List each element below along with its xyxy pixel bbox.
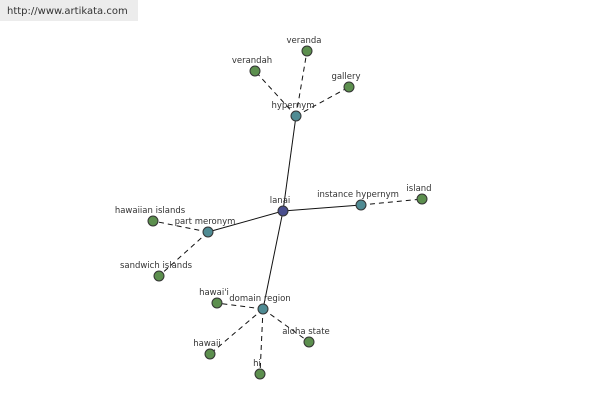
nodes: lanai hypernym instance hypernym part meron…: [115, 36, 432, 380]
dashed-edge: [152, 220, 209, 233]
node-label[interactable]: sandwich islands: [120, 261, 193, 271]
dashed-edge: [360, 198, 423, 206]
solid-edge: [282, 204, 362, 212]
solid-edge: [262, 210, 284, 310]
dashed-edge: [209, 308, 264, 355]
node-label[interactable]: hawaii: [193, 339, 220, 349]
node-label[interactable]: gallery: [331, 72, 360, 82]
dashed-edge: [259, 308, 264, 375]
node[interactable]: [290, 110, 302, 122]
dashed-edge: [158, 231, 209, 277]
node[interactable]: [257, 303, 269, 315]
solid-edge: [207, 210, 284, 233]
node[interactable]: [153, 270, 165, 282]
node[interactable]: [277, 205, 289, 217]
node-label[interactable]: part meronym: [175, 217, 236, 227]
node[interactable]: [416, 193, 428, 205]
dashed-edge: [254, 70, 297, 117]
node[interactable]: [249, 65, 261, 77]
solid-edge: [282, 115, 297, 212]
node-label[interactable]: island: [406, 184, 431, 194]
node-label[interactable]: hi: [253, 359, 261, 369]
dashed-edge: [216, 302, 264, 310]
node[interactable]: [343, 81, 355, 93]
url-box: [0, 0, 138, 21]
node-label[interactable]: hawaiian islands: [115, 206, 186, 216]
node-label[interactable]: lanai: [270, 196, 291, 206]
node[interactable]: [355, 199, 367, 211]
node[interactable]: [303, 336, 315, 348]
dashed-edge: [295, 50, 308, 117]
node[interactable]: [204, 348, 216, 360]
node-label[interactable]: aloha state: [282, 327, 330, 337]
node[interactable]: [254, 368, 266, 380]
site-url[interactable]: http://www.artikata.com: [7, 6, 128, 17]
node-label[interactable]: hypernym: [271, 101, 314, 111]
node-label[interactable]: verandah: [232, 56, 272, 66]
node[interactable]: [147, 215, 159, 227]
node-label[interactable]: domain region: [229, 294, 290, 304]
node[interactable]: [202, 226, 214, 238]
node-label[interactable]: veranda: [287, 36, 322, 46]
dashed-edge: [295, 86, 350, 117]
node[interactable]: [211, 297, 223, 309]
edges: [152, 50, 423, 375]
node-label[interactable]: hawai'i: [199, 288, 229, 298]
node[interactable]: [301, 45, 313, 57]
dashed-edge: [262, 308, 310, 343]
node-label[interactable]: instance hypernym: [317, 190, 399, 200]
